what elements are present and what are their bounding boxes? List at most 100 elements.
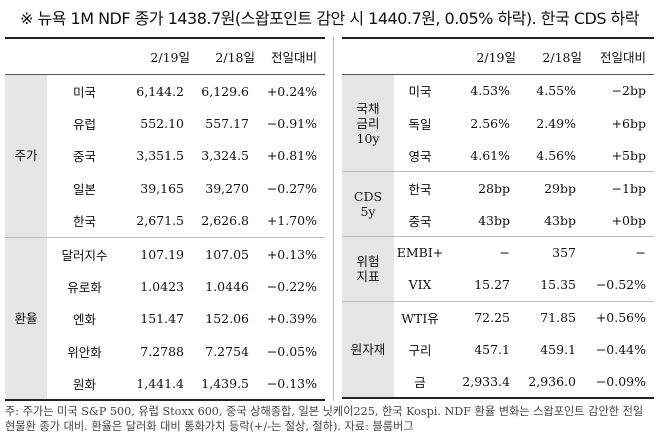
value-change: −2bp [611,83,646,99]
row-name: 중국 [72,149,96,165]
table-row: 환율 달러지수 107.19 107.05 +0.13% [5,236,325,401]
value-prev: 7.2754 [205,344,249,360]
value-current: 1,441.4 [136,376,184,392]
table-row: 구리 457.1 459.1 −0.44% [342,334,654,366]
value-prev: 71.85 [516,300,582,334]
table-row: 원화 1,441.4 1,439.5 −0.13% [5,368,325,401]
group-label: 원자재 [342,300,394,399]
header-change: 전일대비 [255,38,325,75]
table-row: 원자재 WTI유 72.25 71.85 +0.56% [342,300,654,399]
value-prev: 3,324.5 [201,148,249,164]
value-change: −0.05% [266,344,317,360]
table-row: 위험 지표 EMBI+ −357− [342,235,654,302]
row-name: 달러지수 [47,236,122,271]
value-current: 107.19 [122,236,190,271]
row-name: 미국 [72,84,96,100]
value-current: 2,933.4 [462,374,510,390]
group-label: 위험 지표 [342,235,394,302]
value-change: −1bp [582,171,654,205]
row-name: 영국 [408,148,432,164]
value-change: +0bp [611,212,646,228]
page-title: ※ 뉴욕 1M NDF 종가 1438.7원(스왑포인트 감안 시 1440.7… [20,9,640,28]
value-prev: 39,270 [205,181,249,197]
table-row: 유로화 1.0423 1.0446 −0.22% [5,270,325,303]
value-current: 552.10 [140,115,184,131]
value-prev: 357 [516,235,582,269]
row-name: 한국 [72,214,96,230]
value-prev: 1.0446 [205,278,249,294]
row-name: 엔화 [72,312,96,328]
value-change: +0.81% [266,148,317,164]
value-prev: 2,626.8 [201,213,249,229]
table-row: 금 2,933.4 2,936.0 −0.09% [342,366,654,398]
value-current: 72.25 [446,300,516,334]
table-row: CDS 5y 한국 28bp 29bp −1bp [342,171,654,237]
value-prev: 15.35 [540,277,576,293]
value-prev: 152.06 [205,311,249,327]
table-row: 주가 미국 6,144.2 6,129.6 +0.24% [5,74,325,238]
value-current: 6,144.2 [136,83,184,99]
value-change: −0.44% [595,342,646,358]
value-change: +0.24% [266,83,317,99]
value-current: 3,351.5 [136,148,184,164]
right-market-table: 2/19일 2/18일 전일대비 국채 금리 10y 미국 4.53% 4.55% −2… [342,37,654,400]
value-current: 7.2788 [140,344,184,360]
value-prev: 557.17 [205,115,249,131]
value-current: 4.53% [470,83,510,99]
header-empty [47,38,122,75]
table-row: 독일 2.56% 2.49% +6bp [342,107,654,139]
value-change: −0.09% [595,374,646,390]
table-row: VIX 15.27 15.35 −0.52% [342,269,654,301]
value-change: +5bp [611,147,646,163]
value-prev: 2.49% [536,115,576,131]
row-name: 금 [414,375,426,391]
value-change: +0.13% [255,236,325,271]
value-change: −0.27% [266,181,317,197]
row-name: 일본 [72,182,96,198]
value-prev: 1,439.5 [201,376,249,392]
value-change: +0.56% [582,300,654,334]
row-name: VIX [408,277,432,293]
value-change: −0.22% [266,278,317,294]
table-row: 엔화 151.47 152.06 +0.39% [5,303,325,336]
group-label: 환율 [5,236,47,401]
value-current: 43bp [478,212,510,228]
row-name: 유럽 [72,116,96,132]
table-row: 국채 금리 10y 미국 4.53% 4.55% −2bp [342,74,654,172]
value-prev: 459.1 [540,342,576,358]
value-current: 15.27 [474,277,510,293]
value-change: −0.13% [266,376,317,392]
table-divider [333,37,334,401]
header-date-current: 2/19일 [446,38,516,75]
header-change: 전일대비 [582,38,654,75]
header-empty [394,38,446,75]
left-market-table: 2/19일 2/18일 전일대비 주가 미국 6,144.2 6,129.6 +0.24… [5,37,325,402]
value-change: +0.39% [266,311,317,327]
row-name: 구리 [408,343,432,359]
value-prev: 29bp [516,171,582,205]
table-row: 중국 43bp 43bp +0bp [342,204,654,236]
value-prev: 43bp [544,212,576,228]
row-name: 미국 [408,84,432,100]
group-label: CDS 5y [342,171,394,237]
row-name: WTI유 [394,300,446,334]
group-label: 주가 [5,74,47,238]
row-name: 독일 [408,116,432,132]
value-change: +1.70% [266,213,317,229]
value-current: 39,165 [140,181,184,197]
value-current: − [446,235,516,269]
header-empty [5,38,47,75]
row-name: 중국 [408,213,432,229]
table-row: 일본 39,165 39,270 −0.27% [5,172,325,205]
value-current: 2,671.5 [136,213,184,229]
table-row: 한국 2,671.5 2,626.8 +1.70% [5,205,325,238]
value-prev: 4.56% [536,147,576,163]
value-current: 4.61% [470,147,510,163]
value-current: 1.0423 [140,278,184,294]
group-label: 국채 금리 10y [342,74,394,172]
row-name: 유로화 [67,279,102,295]
table-row: 중국 3,351.5 3,324.5 +0.81% [5,140,325,173]
value-prev: 107.05 [190,236,255,271]
value-current: 28bp [446,171,516,205]
value-current: 457.1 [474,342,510,358]
